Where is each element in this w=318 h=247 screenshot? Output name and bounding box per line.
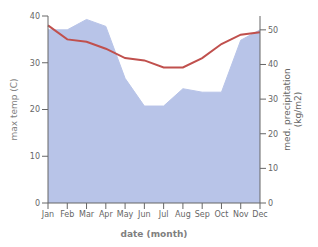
svg-text:Jan: Jan	[41, 210, 54, 219]
svg-text:50: 50	[268, 26, 278, 35]
svg-text:40: 40	[268, 60, 278, 69]
svg-text:0: 0	[35, 199, 40, 208]
svg-text:20: 20	[30, 105, 40, 114]
svg-text:Jun: Jun	[137, 210, 151, 219]
svg-text:Nov: Nov	[233, 210, 249, 219]
svg-text:date (month): date (month)	[121, 229, 188, 239]
svg-text:10: 10	[268, 164, 278, 173]
svg-text:Aug: Aug	[175, 210, 191, 219]
svg-text:30: 30	[30, 59, 40, 68]
svg-text:May: May	[117, 210, 134, 219]
svg-text:Apr: Apr	[99, 210, 114, 219]
svg-text:20: 20	[268, 130, 278, 139]
svg-text:Jul: Jul	[158, 210, 169, 219]
svg-text:10: 10	[30, 152, 40, 161]
svg-text:40: 40	[30, 12, 40, 21]
svg-text:Dec: Dec	[252, 210, 267, 219]
svg-text:max temp (C): max temp (C)	[9, 78, 19, 140]
svg-text:0: 0	[268, 199, 273, 208]
svg-text:Sep: Sep	[195, 210, 210, 219]
svg-text:Mar: Mar	[79, 210, 95, 219]
svg-text:med. precipitation(kg/m2): med. precipitation(kg/m2)	[282, 68, 303, 150]
svg-text:30: 30	[268, 95, 278, 104]
svg-text:Feb: Feb	[60, 210, 74, 219]
svg-text:Oct: Oct	[215, 210, 229, 219]
